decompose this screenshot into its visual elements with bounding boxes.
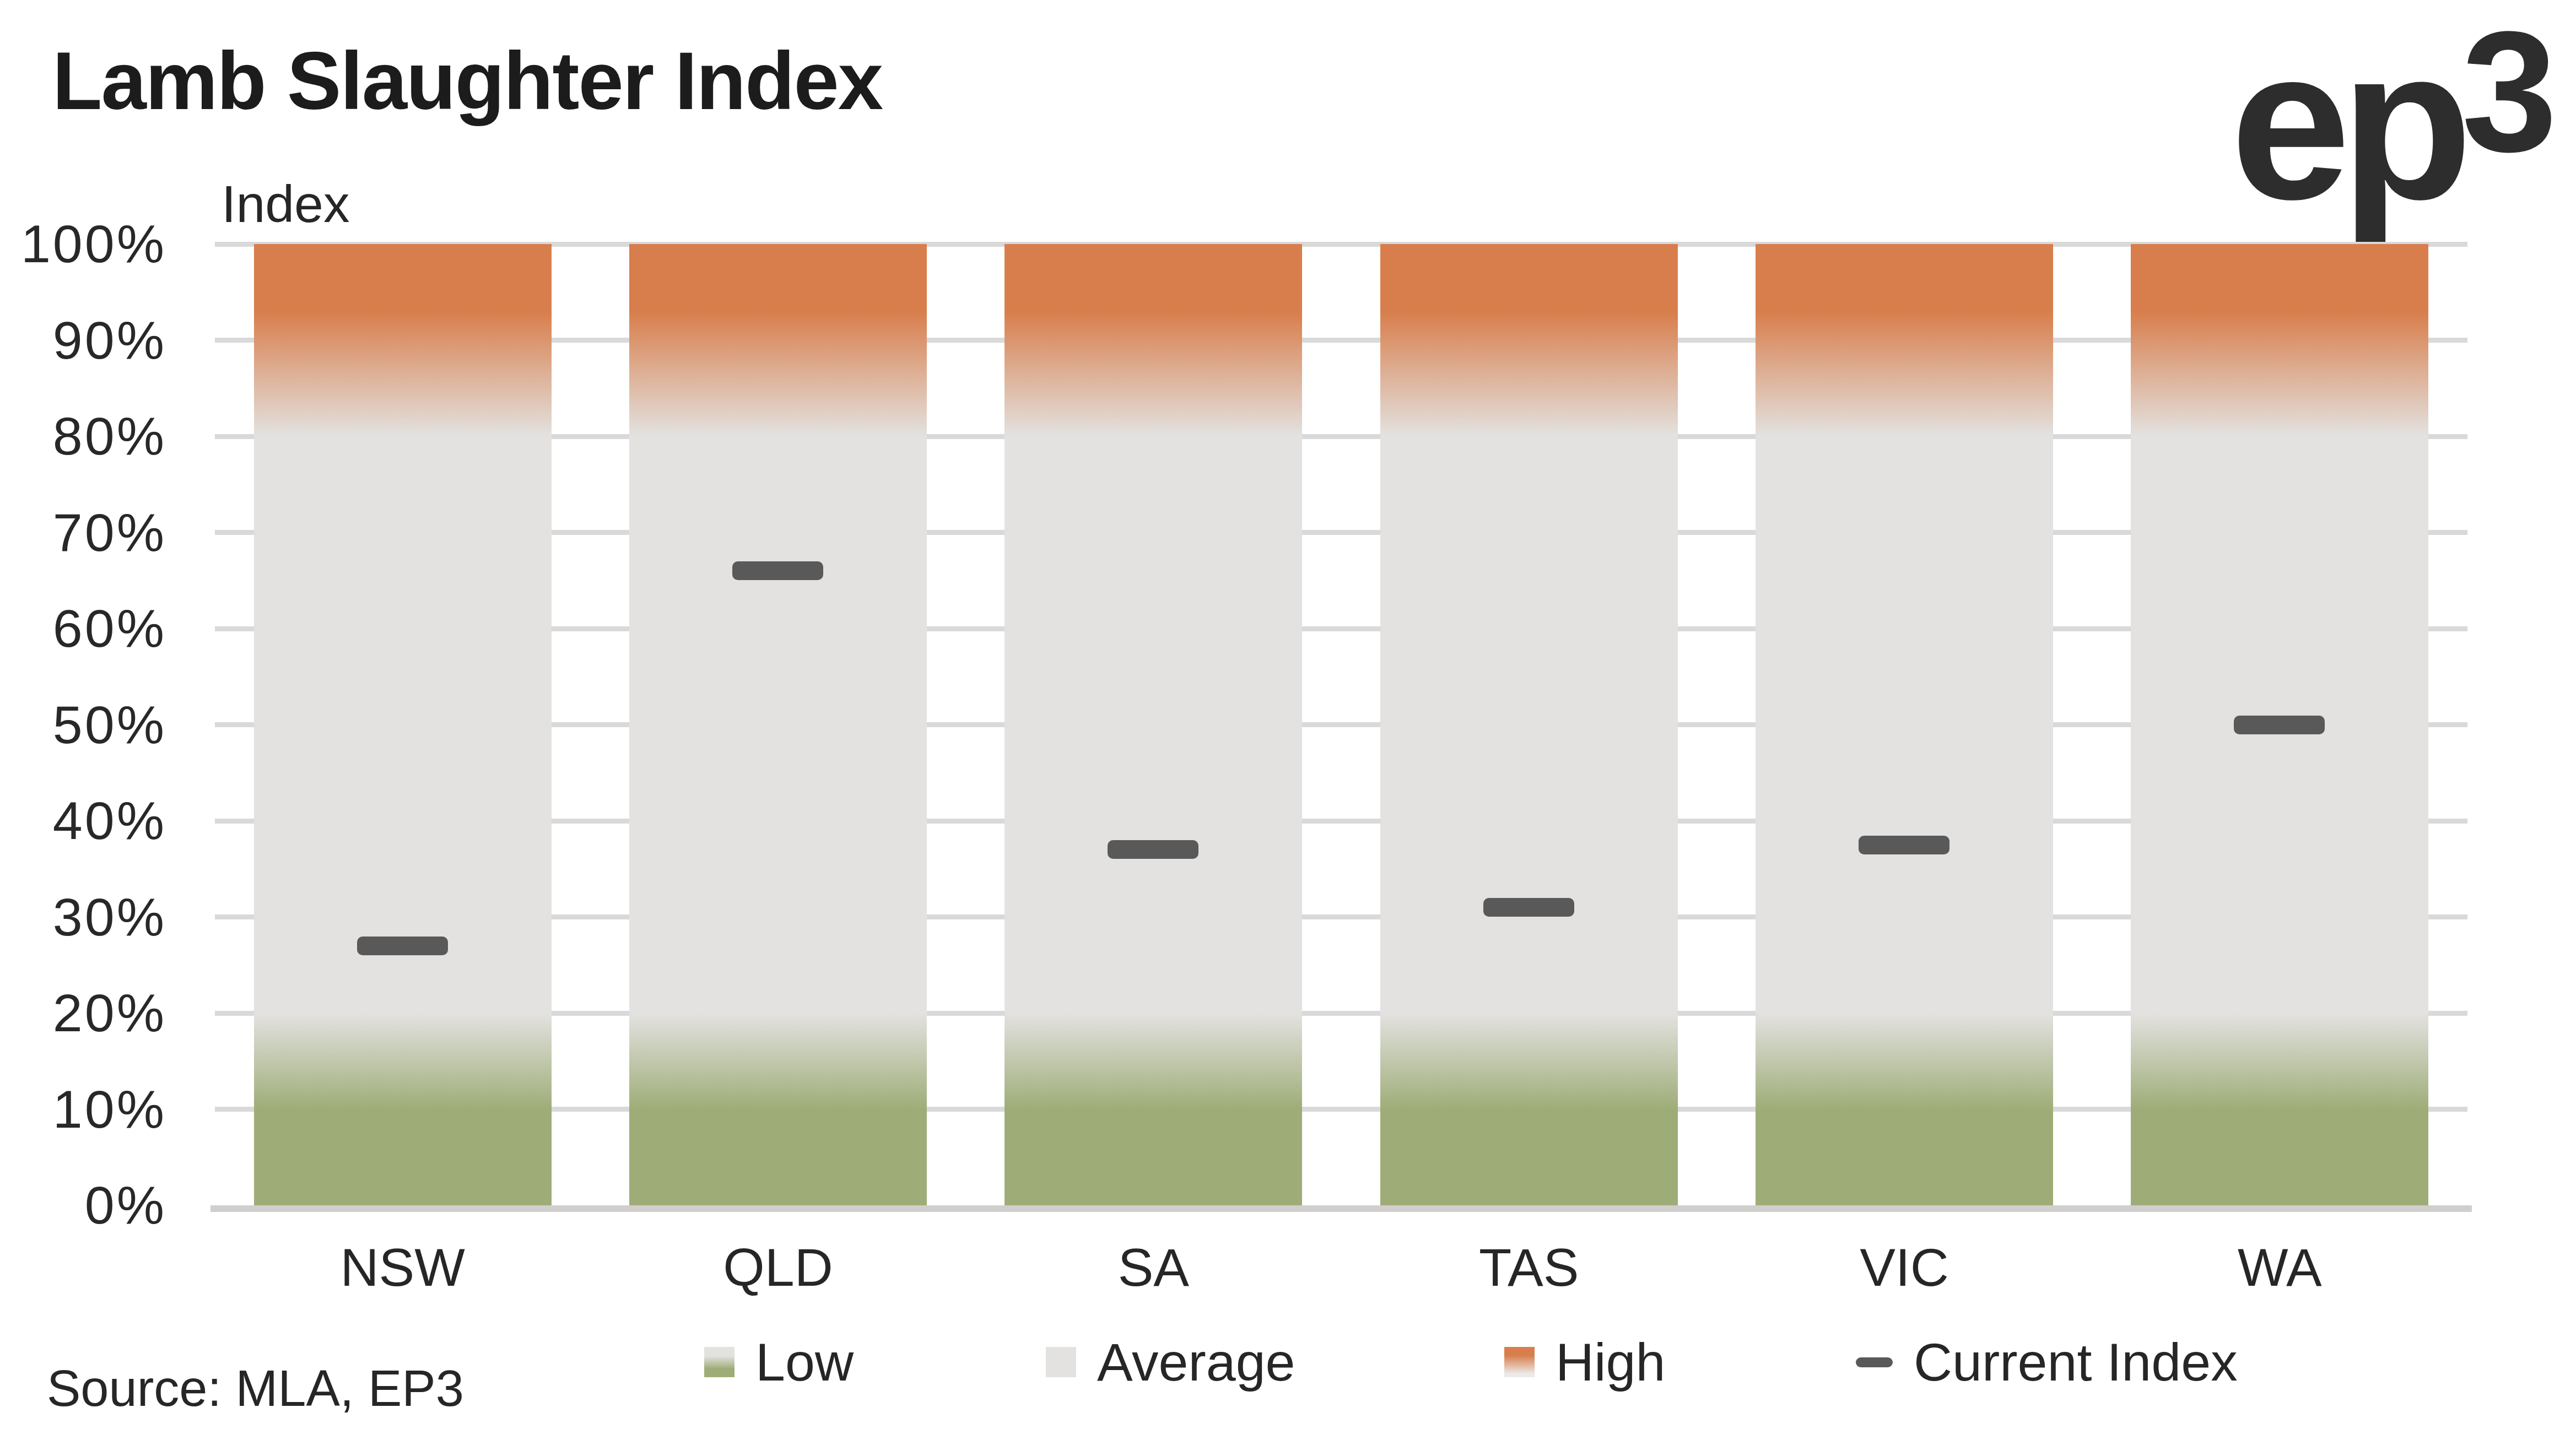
legend-item-low: Low — [704, 1332, 854, 1393]
legend-item-current-index: Current Index — [1856, 1332, 2238, 1393]
legend-item-high: High — [1504, 1332, 1666, 1393]
y-tick-70: 70% — [0, 505, 166, 560]
x-label-vic: VIC — [1756, 1237, 2053, 1298]
y-tick-20: 20% — [0, 986, 166, 1041]
gridline-10 — [215, 1107, 2467, 1112]
legend-item-average: Average — [1046, 1332, 1295, 1393]
legend-label-current-index: Current Index — [1914, 1332, 2238, 1393]
gridline-80 — [215, 434, 2467, 439]
y-tick-30: 30% — [0, 890, 166, 945]
x-label-nsw: NSW — [254, 1237, 552, 1298]
current-index-marker-qld — [732, 561, 823, 580]
y-axis-title: Index — [222, 174, 349, 234]
gridline-50 — [215, 722, 2467, 727]
y-tick-80: 80% — [0, 409, 166, 464]
y-axis-tick-labels: 100%90%80%70%60%50%40%30%20%10%0% — [0, 244, 166, 1205]
current-index-marker-sa — [1108, 840, 1198, 859]
y-tick-40: 40% — [0, 793, 166, 848]
x-label-tas: TAS — [1380, 1237, 1678, 1298]
gridline-40 — [215, 819, 2467, 824]
ep3-logo: ep 3 — [2231, 15, 2557, 231]
y-tick-60: 60% — [0, 601, 166, 656]
y-tick-10: 10% — [0, 1082, 166, 1137]
gridline-100 — [215, 242, 2467, 247]
bar-wa — [2131, 244, 2428, 1205]
average-swatch-icon — [1046, 1347, 1076, 1377]
gridline-20 — [215, 1011, 2467, 1016]
current-index-marker-tas — [1483, 898, 1574, 917]
plot-area — [215, 244, 2467, 1205]
current-index-marker-nsw — [357, 937, 448, 955]
legend-label-high: High — [1556, 1332, 1666, 1393]
x-label-qld: QLD — [629, 1237, 927, 1298]
low-swatch-icon — [704, 1347, 735, 1377]
y-tick-90: 90% — [0, 313, 166, 368]
source-note: Source: MLA, EP3 — [47, 1360, 464, 1417]
current-index-dash-icon — [1856, 1357, 1893, 1367]
high-swatch-icon — [1504, 1347, 1535, 1377]
bar-nsw — [254, 244, 552, 1205]
chart-title: Lamb Slaughter Index — [52, 34, 882, 128]
x-axis-labels: NSW QLD SA TAS VIC WA — [215, 1237, 2467, 1303]
bar-qld — [629, 244, 927, 1205]
gridline-70 — [215, 530, 2467, 535]
y-tick-50: 50% — [0, 697, 166, 753]
x-label-wa: WA — [2131, 1237, 2428, 1298]
bar-sa — [1005, 244, 1302, 1205]
legend-label-low: Low — [755, 1332, 854, 1393]
gridline-30 — [215, 914, 2467, 919]
bar-vic — [1756, 244, 2053, 1205]
gridline-90 — [215, 338, 2467, 343]
y-tick-100: 100% — [0, 216, 166, 272]
y-tick-0: 0% — [0, 1178, 166, 1233]
ep3-logo-three: 3 — [2461, 6, 2557, 177]
legend-label-average: Average — [1097, 1332, 1295, 1393]
gridline-60 — [215, 626, 2467, 631]
current-index-marker-vic — [1859, 836, 1949, 854]
current-index-marker-wa — [2234, 716, 2325, 734]
x-label-sa: SA — [1005, 1237, 1302, 1298]
ep3-logo-ep: ep — [2231, 15, 2462, 231]
bar-tas — [1380, 244, 1678, 1205]
x-axis-line — [210, 1205, 2472, 1212]
